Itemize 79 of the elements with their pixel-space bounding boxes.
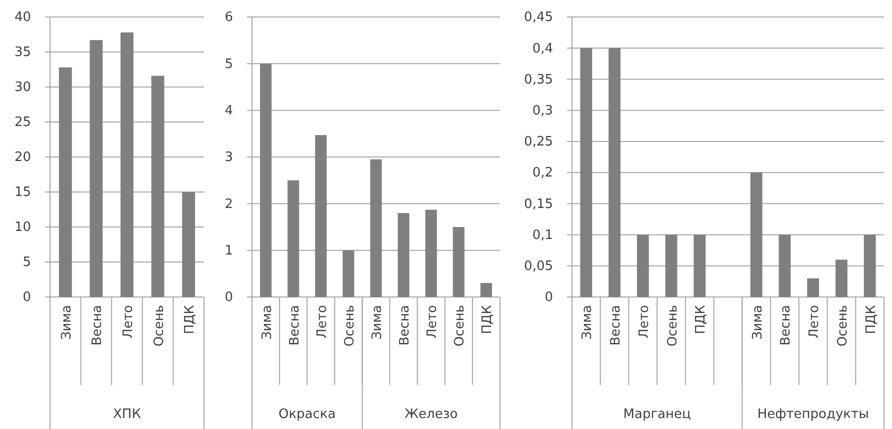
text: Окраска <box>278 407 336 422</box>
bar <box>58 67 72 297</box>
x-tick-label: Осень <box>152 305 167 347</box>
y-tick-label: 3 <box>224 150 233 166</box>
x-tick-label: ПДК <box>480 305 496 334</box>
bar <box>120 32 134 297</box>
y-tick-label: 0 <box>22 290 31 306</box>
y-tick-label: 5 <box>22 255 31 270</box>
y-tick-label: 40 <box>14 10 31 26</box>
x-tick-label: Зима <box>580 305 596 340</box>
bar <box>260 64 272 297</box>
y-tick-label: 0,15 <box>524 196 553 212</box>
y-tick-label: 4 <box>224 103 233 118</box>
text: Марганец <box>623 407 692 422</box>
text: ХПК <box>113 407 141 422</box>
x-tick-label: ПДК <box>864 305 879 334</box>
bar <box>665 234 678 297</box>
bar <box>694 234 706 297</box>
bar <box>315 135 327 297</box>
y-tick-label: 0 <box>224 290 233 306</box>
y-tick-label: 35 <box>14 45 31 60</box>
x-tick-label: Зима <box>750 305 766 340</box>
y-tick-label: 25 <box>14 115 31 130</box>
y-tick-label: 0,45 <box>524 10 553 26</box>
x-tick-label: Весна <box>608 305 624 346</box>
bar <box>807 278 820 297</box>
text: Нефтепродукты <box>757 407 869 422</box>
x-tick-label: Весна <box>778 305 794 346</box>
bar <box>836 260 848 297</box>
bar <box>608 48 620 297</box>
x-tick-label: Весна <box>398 305 413 346</box>
bar <box>370 159 382 297</box>
x-tick-label: Осень <box>835 305 850 347</box>
y-tick-label: 10 <box>14 220 31 236</box>
bar <box>480 283 492 297</box>
y-tick-label: 0,35 <box>524 72 553 88</box>
x-tick-label: Весна <box>90 305 106 346</box>
y-tick-label: 20 <box>14 150 31 166</box>
bar <box>288 180 300 297</box>
y-tick-label: 0 <box>544 290 553 306</box>
y-tick-label: 30 <box>14 80 31 96</box>
bar <box>425 210 437 297</box>
x-tick-label: Зима <box>370 305 385 340</box>
x-tick-label: Осень <box>452 305 468 347</box>
bar <box>864 234 876 297</box>
bar <box>398 213 410 297</box>
x-tick-label: Осень <box>665 305 680 347</box>
bar <box>182 192 196 297</box>
x-tick-label: Лето <box>807 304 822 338</box>
x-tick-label: ПДК <box>694 305 709 334</box>
x-tick-label: Лето <box>425 304 440 338</box>
x-tick-label: Лето <box>121 304 136 338</box>
bar <box>151 76 164 297</box>
y-tick-label: 6 <box>224 10 233 26</box>
y-tick-label: 0,3 <box>532 103 553 118</box>
y-tick-label: 2 <box>224 196 233 212</box>
x-tick-label: Лето <box>636 304 652 338</box>
bar <box>750 172 762 297</box>
bar <box>636 234 649 297</box>
y-tick-label: 5 <box>224 56 233 72</box>
bar <box>778 234 791 297</box>
x-tick-label: Осень <box>342 305 358 347</box>
y-tick-label: 0,4 <box>532 41 553 56</box>
y-tick-label: 0,2 <box>532 166 553 181</box>
bar <box>342 250 354 297</box>
bar <box>90 40 103 297</box>
x-tick-label: Весна <box>287 305 302 346</box>
y-tick-label: 0,25 <box>524 134 553 150</box>
x-tick-label: Зима <box>260 305 275 340</box>
x-tick-label: Лето <box>314 304 330 338</box>
y-tick-label: 0,1 <box>532 228 553 243</box>
y-tick-label: 15 <box>14 185 31 200</box>
y-tick-label: 1 <box>224 243 233 258</box>
bar <box>580 48 592 297</box>
bar <box>452 227 464 297</box>
x-tick-label: ПДК <box>182 305 198 334</box>
x-tick-label: Зима <box>59 305 74 340</box>
y-tick-label: 0,05 <box>524 259 553 274</box>
text: Железо <box>404 407 458 422</box>
